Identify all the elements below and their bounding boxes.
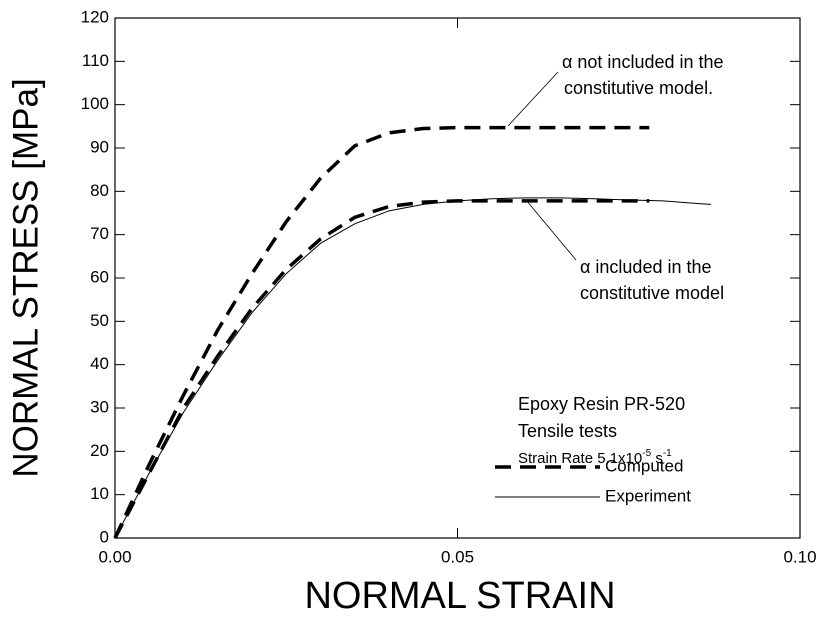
y-tick-label: 10 <box>90 484 109 503</box>
x-tick-label: 0.05 <box>441 547 474 566</box>
y-tick-label: 40 <box>90 354 109 373</box>
y-tick-label: 70 <box>90 224 109 243</box>
annotation-part: Strain Rate 5.1x10 <box>518 450 642 467</box>
annotation: Tensile tests <box>518 421 617 441</box>
data-line <box>113 125 650 539</box>
x-axis-label: NORMAL STRAIN <box>304 575 615 617</box>
legend-label: Experiment <box>605 486 691 505</box>
annotation-part: s <box>651 450 663 467</box>
y-tick-label: 110 <box>82 51 109 70</box>
leader-line <box>525 199 577 261</box>
annotation: α not included in the <box>562 52 724 72</box>
annotation: constitutive model <box>580 283 724 303</box>
y-tick-label: 80 <box>90 181 109 200</box>
annotation: Strain Rate 5.1x10-5 s-1 <box>518 448 672 467</box>
annotation: Epoxy Resin PR-520 <box>518 394 685 414</box>
y-tick-label: 20 <box>90 441 109 460</box>
y-tick-label: 100 <box>81 94 109 113</box>
data-line <box>113 199 650 539</box>
y-tick-label: 90 <box>90 137 109 156</box>
y-axis-label: NORMAL STRESS [MPa] <box>6 78 45 477</box>
leader-line <box>507 71 559 127</box>
y-tick-label: 30 <box>90 397 109 416</box>
x-tick-label: 0.10 <box>783 547 816 566</box>
legend-label: Computed <box>605 456 683 475</box>
y-tick-label: 120 <box>81 7 109 26</box>
data-line <box>114 197 711 539</box>
annotation-part: -1 <box>663 448 672 459</box>
x-tick-label: 0.00 <box>98 547 131 566</box>
annotation: α included in the <box>580 257 712 277</box>
y-tick-label: 0 <box>100 527 109 546</box>
y-tick-label: 60 <box>90 267 109 286</box>
annotation-part: -5 <box>642 448 651 459</box>
annotation: constitutive model. <box>564 78 713 98</box>
y-tick-label: 50 <box>90 311 109 330</box>
